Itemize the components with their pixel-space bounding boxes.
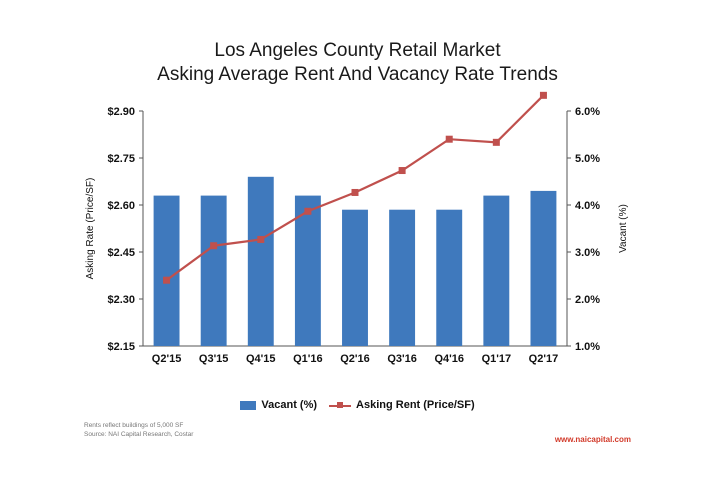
point-asking-rent	[445, 135, 453, 143]
x-tick-label: Q3'15	[199, 353, 229, 365]
y-left-tick-label: $2.60	[107, 200, 135, 212]
chart-title-line-1: Los Angeles County Retail Market	[214, 40, 501, 61]
point-asking-rent	[163, 276, 171, 284]
y-right-tick-label: 5.0%	[575, 153, 600, 165]
point-asking-rent	[351, 188, 359, 196]
legend-line-swatch	[329, 401, 352, 410]
legend-item-asking-rent: Asking Rent (Price/SF)	[329, 399, 475, 411]
footnote-rents: Rents reflect buildings of 5,000 SF	[84, 422, 184, 429]
y-axis-left-title: Asking Rate (Price/SF)	[85, 178, 96, 280]
y-right-tick-label: 1.0%	[575, 341, 600, 353]
bar-vacant	[530, 190, 557, 346]
legend-label-asking-rent: Asking Rent (Price/SF)	[356, 399, 475, 411]
bar-vacant	[436, 209, 463, 346]
point-asking-rent	[304, 207, 312, 215]
y-axis-right-title: Vacant (%)	[618, 204, 629, 253]
y-left-tick-label: $2.90	[107, 106, 135, 118]
y-left-tick-label: $2.75	[107, 153, 135, 165]
x-tick-label: Q2'16	[340, 353, 370, 365]
bar-vacant	[153, 195, 180, 346]
bar-vacant	[483, 195, 510, 346]
y-left-tick-label: $2.45	[107, 247, 135, 259]
bar-vacant	[200, 195, 227, 346]
chart-title-line-2: Asking Average Rent And Vacancy Rate Tre…	[157, 64, 558, 85]
point-asking-rent	[492, 138, 500, 146]
website-link[interactable]: www.naicapital.com	[554, 435, 631, 444]
point-asking-rent	[257, 235, 265, 243]
x-tick-label: Q1'16	[293, 353, 323, 365]
y-right-tick-label: 2.0%	[575, 294, 600, 306]
legend-item-vacant: Vacant (%)	[240, 399, 317, 411]
bar-vacant	[247, 176, 274, 346]
point-asking-rent	[210, 242, 218, 250]
bar-vacant	[294, 195, 321, 346]
point-asking-rent	[539, 91, 547, 99]
x-tick-label: Q2'15	[152, 353, 182, 365]
x-tick-label: Q2'17	[529, 353, 559, 365]
legend-label-vacant: Vacant (%)	[261, 399, 318, 411]
footnote-source: Source: NAI Capital Research, Costar	[84, 431, 194, 438]
x-tick-label: Q1'17	[482, 353, 512, 365]
x-tick-label: Q4'15	[246, 353, 276, 365]
y-left-tick-label: $2.15	[107, 341, 135, 353]
y-right-tick-label: 3.0%	[575, 247, 600, 259]
legend-bar-swatch	[240, 400, 257, 410]
x-tick-label: Q3'16	[387, 353, 417, 365]
x-tick-label: Q4'16	[434, 353, 464, 365]
y-right-tick-label: 4.0%	[575, 200, 600, 212]
bar-vacant	[389, 209, 416, 346]
bar-vacant	[342, 209, 368, 346]
y-left-tick-label: $2.30	[107, 294, 135, 306]
point-asking-rent	[398, 167, 406, 175]
y-right-tick-label: 6.0%	[575, 106, 600, 118]
chart-legend: Vacant (%) Asking Rent (Price/SF)	[0, 399, 715, 411]
